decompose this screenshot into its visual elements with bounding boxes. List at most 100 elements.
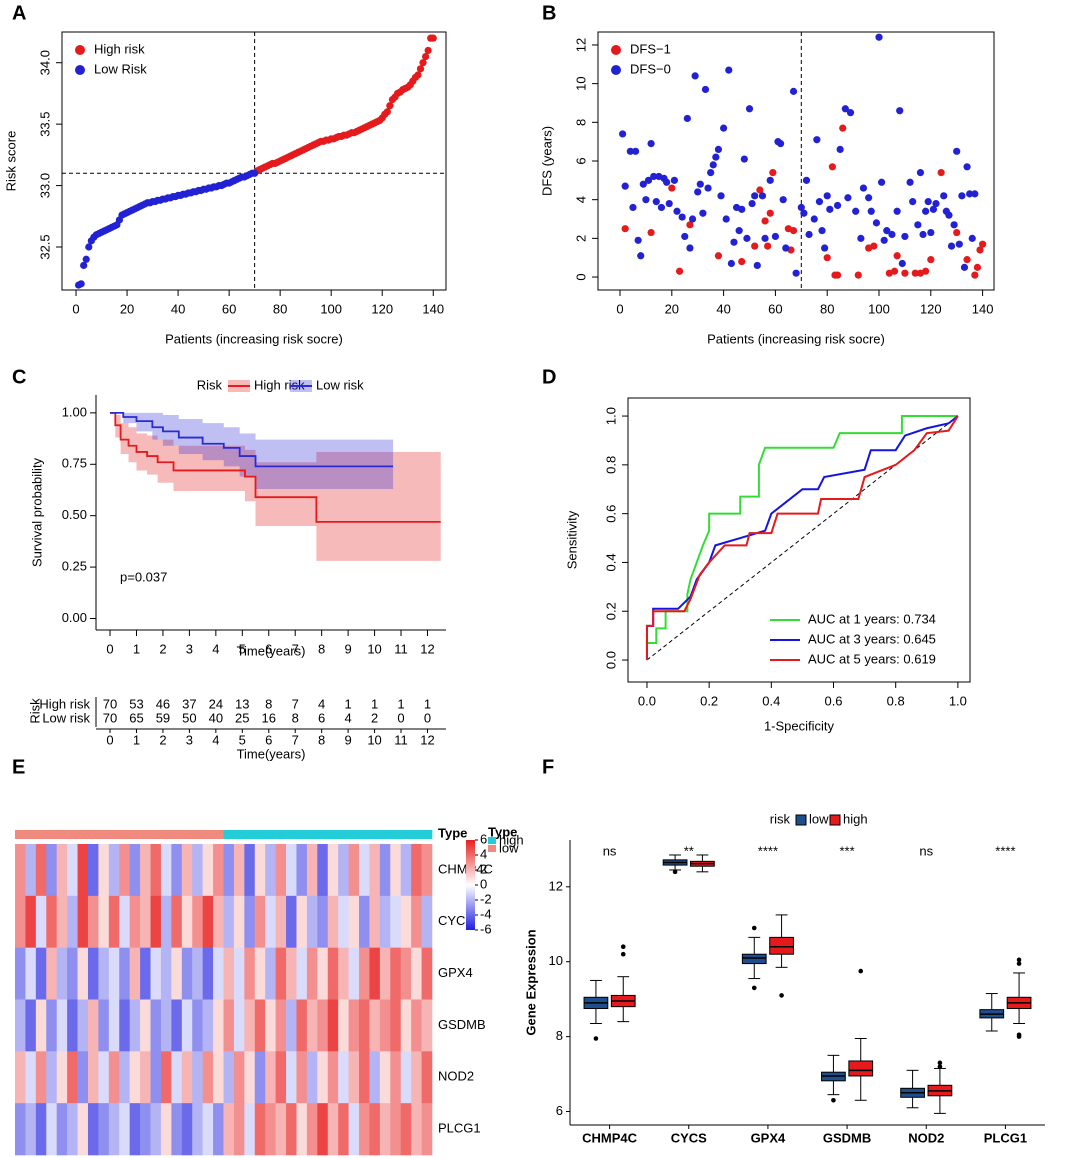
heatmap-cell: [411, 999, 422, 1052]
point: [626, 147, 634, 155]
heatmap-cell: [140, 844, 151, 897]
heatmap-cell: [275, 947, 287, 1000]
heatmap-cell: [35, 947, 47, 1000]
annotation-cell: [35, 830, 47, 839]
heatmap-cell: [390, 1051, 402, 1104]
x-tick-label: 0.2: [700, 693, 718, 708]
point: [766, 209, 774, 217]
point: [663, 178, 671, 186]
heatmap-cell: [77, 1051, 89, 1104]
outlier: [831, 1097, 836, 1103]
heatmap-cell: [265, 1051, 276, 1104]
risk-table-x-label: Time(years): [237, 746, 306, 761]
risk-table-cell: 0: [397, 710, 404, 725]
annotation-cell: [317, 830, 329, 839]
y-tick-label: 0.0: [603, 651, 618, 669]
y-tick-label: 4: [573, 196, 588, 203]
outlier: [751, 925, 757, 931]
x-tick-label: 1.0: [949, 693, 967, 708]
heatmap-cell: [150, 1051, 162, 1104]
heatmap-cell: [77, 844, 89, 897]
annotation-cell: [108, 830, 120, 839]
heatmap-cell: [338, 1051, 349, 1104]
heatmap-cell: [265, 844, 276, 897]
heatmap-cell: [348, 1103, 360, 1156]
point: [753, 261, 761, 270]
point: [699, 209, 707, 217]
annotation-cell: [275, 830, 287, 839]
point: [802, 176, 811, 184]
point: [644, 176, 653, 184]
heatmap-cell: [140, 895, 151, 948]
x-tick-label: 11: [394, 641, 408, 656]
point: [815, 198, 824, 206]
heatmap-cell: [35, 1051, 47, 1104]
heatmap-cell: [296, 947, 308, 1000]
heatmap-cell: [35, 1103, 47, 1156]
point: [686, 221, 694, 229]
roc-curve: [645, 415, 959, 661]
heatmap-cell: [140, 999, 151, 1052]
risk-table-cell: 70: [103, 710, 117, 725]
point: [712, 153, 720, 161]
heatmap-cell: [108, 1051, 120, 1104]
heatmap-cell: [56, 999, 68, 1052]
risk-table-cell: 1: [397, 696, 404, 711]
point: [857, 234, 865, 242]
significance-label: ns: [603, 843, 617, 858]
heatmap-cell: [369, 947, 381, 1000]
point: [901, 269, 909, 277]
point: [813, 136, 821, 144]
annotation-cell: [223, 830, 235, 839]
heatmap-cell: [338, 844, 349, 897]
row-label: GSDMB: [438, 1017, 486, 1032]
point: [792, 269, 800, 277]
legend-label: Low Risk: [94, 61, 147, 76]
heatmap-cell: [87, 1103, 99, 1156]
y-tick-label: 0.25: [62, 559, 87, 574]
outlier: [937, 1060, 943, 1066]
heatmap-cell: [202, 999, 214, 1052]
point: [901, 232, 909, 241]
heatmap-cell: [306, 1051, 318, 1104]
heatmap-cell: [87, 1051, 99, 1104]
risk-table-cell: 0: [424, 710, 431, 725]
heatmap-cell: [87, 999, 99, 1052]
point: [888, 230, 896, 239]
annotation-cell: [87, 830, 99, 839]
heatmap-cell: [15, 1051, 26, 1104]
risk-table-cell: 50: [182, 710, 196, 725]
heatmap-cell: [265, 895, 276, 948]
roc-curve: [645, 415, 958, 661]
x-tick-label: NOD2: [908, 1130, 944, 1145]
heatmap-cell: [421, 1103, 433, 1156]
heatmap-cell: [390, 844, 402, 897]
heatmap-cell: [98, 844, 110, 897]
heatmap-cell: [160, 1103, 172, 1156]
heatmap-cell: [369, 1103, 381, 1156]
heatmap-cell: [348, 895, 360, 948]
row-label: GPX4: [438, 965, 473, 980]
x-tick-label: 4: [212, 641, 219, 656]
heatmap-cell: [411, 947, 422, 1000]
heatmap-cell: [77, 1103, 89, 1156]
point: [841, 105, 849, 113]
x-tick-label: 100: [320, 301, 342, 316]
heatmap-cell: [390, 999, 402, 1052]
color-scale-label: 4: [480, 846, 487, 861]
heatmap-cell: [181, 1103, 193, 1156]
x-tick-label: 100: [868, 301, 890, 316]
heatmap-cell: [56, 895, 68, 948]
heatmap-cell: [233, 1103, 245, 1156]
heatmap-cell: [254, 999, 266, 1052]
risk-table-x-tick-label: 8: [318, 732, 325, 747]
risk-table-cell: 46: [156, 696, 170, 711]
annotation-cell: [160, 830, 172, 839]
heatmap-cell: [98, 895, 110, 948]
heatmap-cell: [244, 895, 256, 948]
point: [932, 199, 940, 208]
point: [927, 228, 935, 237]
point: [966, 190, 974, 198]
point: [960, 263, 969, 271]
